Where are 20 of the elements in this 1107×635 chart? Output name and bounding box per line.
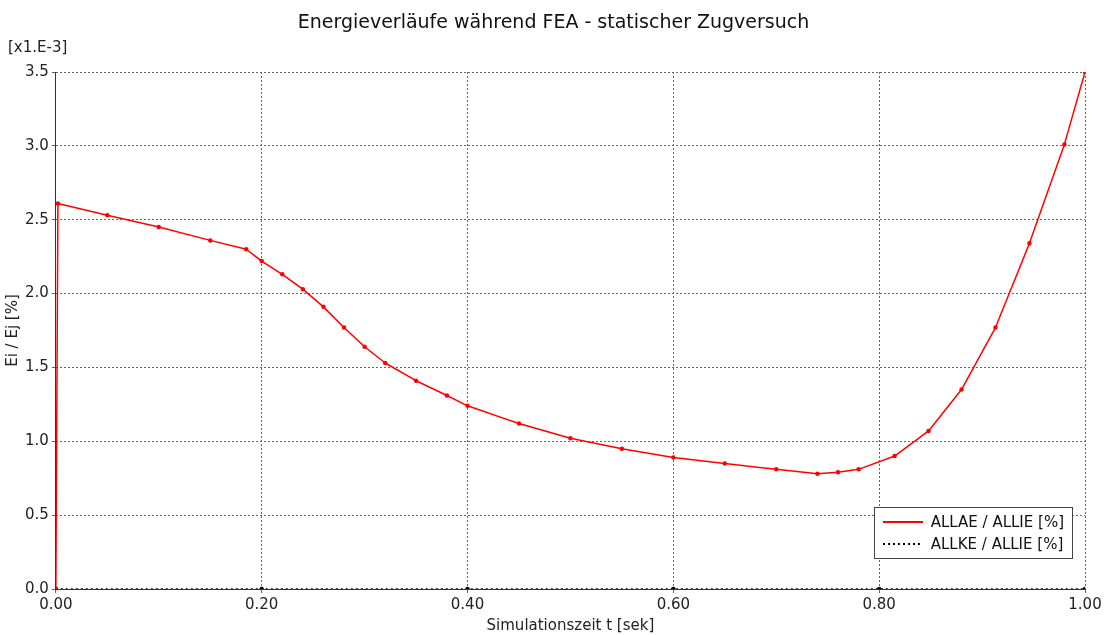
y-tick-label: 1.5: [25, 357, 49, 376]
text: [x1.E-3]: [8, 38, 68, 56]
x-axis-title: Simulationszeit t [sek]: [486, 615, 655, 634]
x-tick-label: 1.00: [1068, 594, 1102, 613]
legend-label: ALLAE / ALLIE [%]: [930, 513, 1064, 531]
y-tick-label: 3.5: [25, 61, 49, 80]
chart-title: Energieverläufe während FEA - statischer Zugversuch: [296, 10, 811, 32]
y-tick-label: 0.5: [25, 505, 49, 524]
y-tick-label: 2.0: [25, 283, 49, 302]
x-tick-label: 0.00: [39, 594, 73, 613]
y-tick-label: 3.0: [25, 135, 49, 154]
x-tick-label: 0.20: [244, 594, 279, 613]
x-tick-label: 0.60: [656, 594, 691, 613]
x-tick-label: 0.80: [862, 594, 896, 613]
y-tick-label: 2.5: [25, 209, 49, 228]
y-tick-label: 0.0: [25, 578, 49, 597]
y-tick-label: 1.0: [25, 431, 49, 450]
y-axis-title: Ei / Ej [%]: [2, 294, 21, 367]
legend-label: ALLKE / ALLIE [%]: [930, 535, 1064, 553]
x-tick-label: 0.40: [450, 594, 485, 613]
